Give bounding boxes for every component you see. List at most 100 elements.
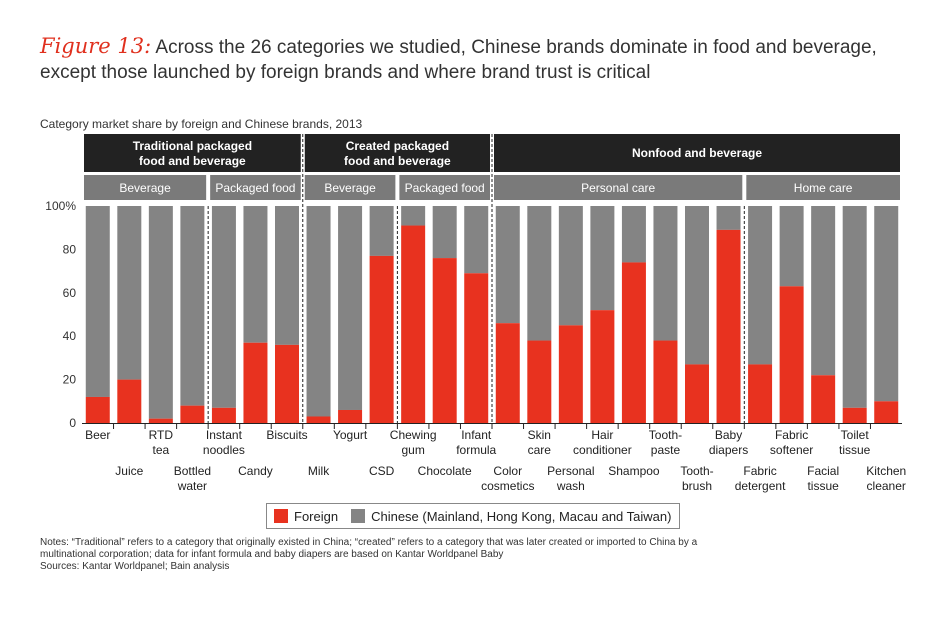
x-category-label-22-0: Fabric [775,428,808,442]
bar-chinese-1 [117,206,142,380]
x-category-label-5-0: Candy [238,464,273,478]
x-category-label-19-0: Tooth- [680,464,713,478]
bar-foreign-24 [842,407,867,423]
x-category-label-18-0: Tooth- [649,428,682,442]
y-tick-label-4: 80 [63,242,77,256]
bar-foreign-22 [779,286,804,423]
legend-swatch-chinese [351,509,366,523]
subgroup-header-label-1: Packaged food [215,181,295,195]
group-header-0 [84,134,301,172]
x-category-label-13-0: Color [493,464,522,478]
bar-chinese-8 [338,206,363,410]
notes-line-2: multinational corporation; data for infa… [40,549,504,560]
legend-label-chinese: Chinese (Mainland, Hong Kong, Macau and … [371,508,672,524]
x-category-label-20-1: diapers [709,443,748,457]
bar-foreign-0 [85,396,110,423]
bar-chinese-6 [275,206,299,345]
bar-foreign-20 [716,229,741,423]
bar-chinese-23 [811,206,836,376]
x-category-label-10-0: Chewing [390,428,437,442]
group-header-label-1-0: Created packaged [346,139,449,153]
x-category-label-24-1: tissue [839,443,871,457]
x-category-label-15-1: wash [556,479,585,493]
x-category-label-0-0: Beer [85,428,110,442]
subgroup-header-label-0: Beverage [119,181,171,195]
bar-chinese-2 [148,206,173,419]
group-header-label-1-1: food and beverage [344,154,451,168]
x-category-label-2-1: tea [153,443,170,457]
bar-foreign-18 [653,340,678,423]
bar-foreign-15 [558,325,583,423]
x-category-label-4-0: Instant [206,428,243,442]
chart-legend: Foreign Chinese (Mainland, Hong Kong, Ma… [266,503,680,529]
bar-chinese-9 [369,206,394,256]
x-category-label-14-1: care [528,443,552,457]
bar-foreign-7 [306,416,331,423]
bar-foreign-5 [243,342,268,423]
subgroup-header-label-5: Home care [794,181,853,195]
x-category-label-22-1: softener [770,443,813,457]
x-category-label-16-0: Hair [591,428,613,442]
bar-chinese-15 [558,206,583,326]
bar-foreign-21 [748,364,773,423]
group-header-label-2: Nonfood and beverage [632,146,762,160]
bar-foreign-25 [874,401,899,423]
legend-item-foreign: Foreign [274,509,338,524]
x-category-label-25-0: Kitchen [866,464,906,478]
bar-foreign-17 [621,262,646,423]
x-category-label-20-0: Baby [715,428,742,442]
bar-chinese-16 [590,206,615,311]
x-category-label-18-1: paste [651,443,681,457]
group-header-label-0-0: Traditional packaged [133,139,252,153]
legend-label-foreign: Foreign [294,508,339,524]
chart-subtitle: Category market share by foreign and Chi… [40,117,363,131]
bar-chinese-17 [621,206,646,263]
chart-notes: Notes: “Traditional” refers to a categor… [40,537,920,573]
bar-chinese-4 [211,206,236,408]
x-category-label-8-0: Yogurt [333,428,368,442]
x-category-label-19-1: brush [682,479,712,493]
subgroup-header-2 [304,175,396,200]
x-category-label-12-0: Infant [461,428,492,442]
notes-line-1: Notes: “Traditional” refers to a categor… [40,537,698,548]
group-header-label-0-1: food and beverage [139,154,246,168]
bar-chinese-14 [527,206,552,341]
title-line-2: except those launched by foreign brands … [40,62,651,83]
y-tick-label-1: 20 [63,373,77,387]
bar-chinese-20 [716,206,741,230]
subgroup-header-0 [84,175,207,200]
title-line-1: Figure 13: Across the 26 categories we s… [40,34,930,60]
bar-foreign-2 [148,418,173,423]
bar-foreign-19 [685,364,709,423]
bar-foreign-11 [432,258,457,423]
x-category-label-4-1: noodles [203,443,245,457]
x-category-label-3-0: Bottled [174,464,211,478]
bar-chinese-22 [779,206,804,287]
bar-foreign-1 [117,379,142,423]
x-category-label-21-0: Fabric [743,464,776,478]
bar-foreign-14 [527,340,552,423]
x-category-label-10-1: gum [401,443,424,457]
x-category-label-23-0: Facial [807,464,839,478]
bar-chinese-3 [180,206,205,406]
bar-chinese-19 [685,206,709,365]
y-tick-label-3: 60 [63,286,77,300]
bar-chinese-18 [653,206,678,341]
bar-foreign-16 [590,310,615,423]
bar-chinese-0 [85,206,110,397]
bar-foreign-6 [275,344,299,423]
x-category-label-16-1: conditioner [573,443,632,457]
title-text-1: Across the 26 categories we studied, Chi… [151,37,877,58]
x-category-label-13-1: cosmetics [481,479,534,493]
x-category-label-25-1: cleaner [867,479,906,493]
legend-item-chinese: Chinese (Mainland, Hong Kong, Macau and … [351,509,671,524]
figure-label: Figure 13: [40,34,152,58]
bar-chinese-13 [495,206,520,324]
subgroup-header-label-3: Packaged food [405,181,485,195]
x-category-label-2-0: RTD [149,428,174,442]
x-category-label-24-0: Toilet [841,428,870,442]
bar-foreign-23 [811,375,836,423]
bar-foreign-3 [180,405,205,423]
x-category-label-12-1: formula [456,443,496,457]
